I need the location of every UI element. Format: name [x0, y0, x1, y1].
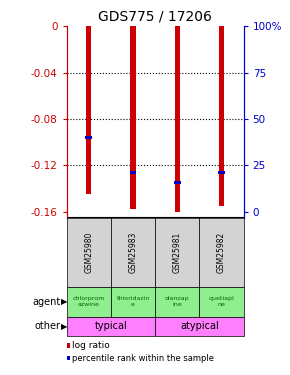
Text: GSM25980: GSM25980 — [84, 231, 93, 273]
Bar — [86, 26, 91, 194]
Text: GSM25981: GSM25981 — [173, 231, 182, 273]
Text: log ratio: log ratio — [72, 341, 110, 350]
Text: typical: typical — [95, 321, 127, 331]
Text: quetiapi
ne: quetiapi ne — [209, 297, 234, 307]
Bar — [86, 136, 92, 139]
Bar — [175, 26, 180, 212]
Text: GSM25982: GSM25982 — [217, 231, 226, 273]
Text: ▶: ▶ — [61, 322, 67, 331]
Text: agent: agent — [33, 297, 61, 307]
Bar — [219, 26, 224, 206]
Text: percentile rank within the sample: percentile rank within the sample — [72, 354, 215, 363]
Title: GDS775 / 17206: GDS775 / 17206 — [98, 10, 212, 24]
Text: olanzap
ine: olanzap ine — [165, 297, 190, 307]
Bar — [174, 181, 181, 184]
Bar — [130, 171, 136, 174]
Bar — [218, 171, 225, 174]
Text: ▶: ▶ — [61, 297, 67, 306]
Text: atypical: atypical — [180, 321, 219, 331]
Text: other: other — [35, 321, 61, 331]
Text: thioridazin
e: thioridazin e — [116, 297, 150, 307]
Bar — [130, 26, 136, 209]
Text: GSM25983: GSM25983 — [128, 231, 137, 273]
Text: chlorprom
azwine: chlorprom azwine — [73, 297, 105, 307]
